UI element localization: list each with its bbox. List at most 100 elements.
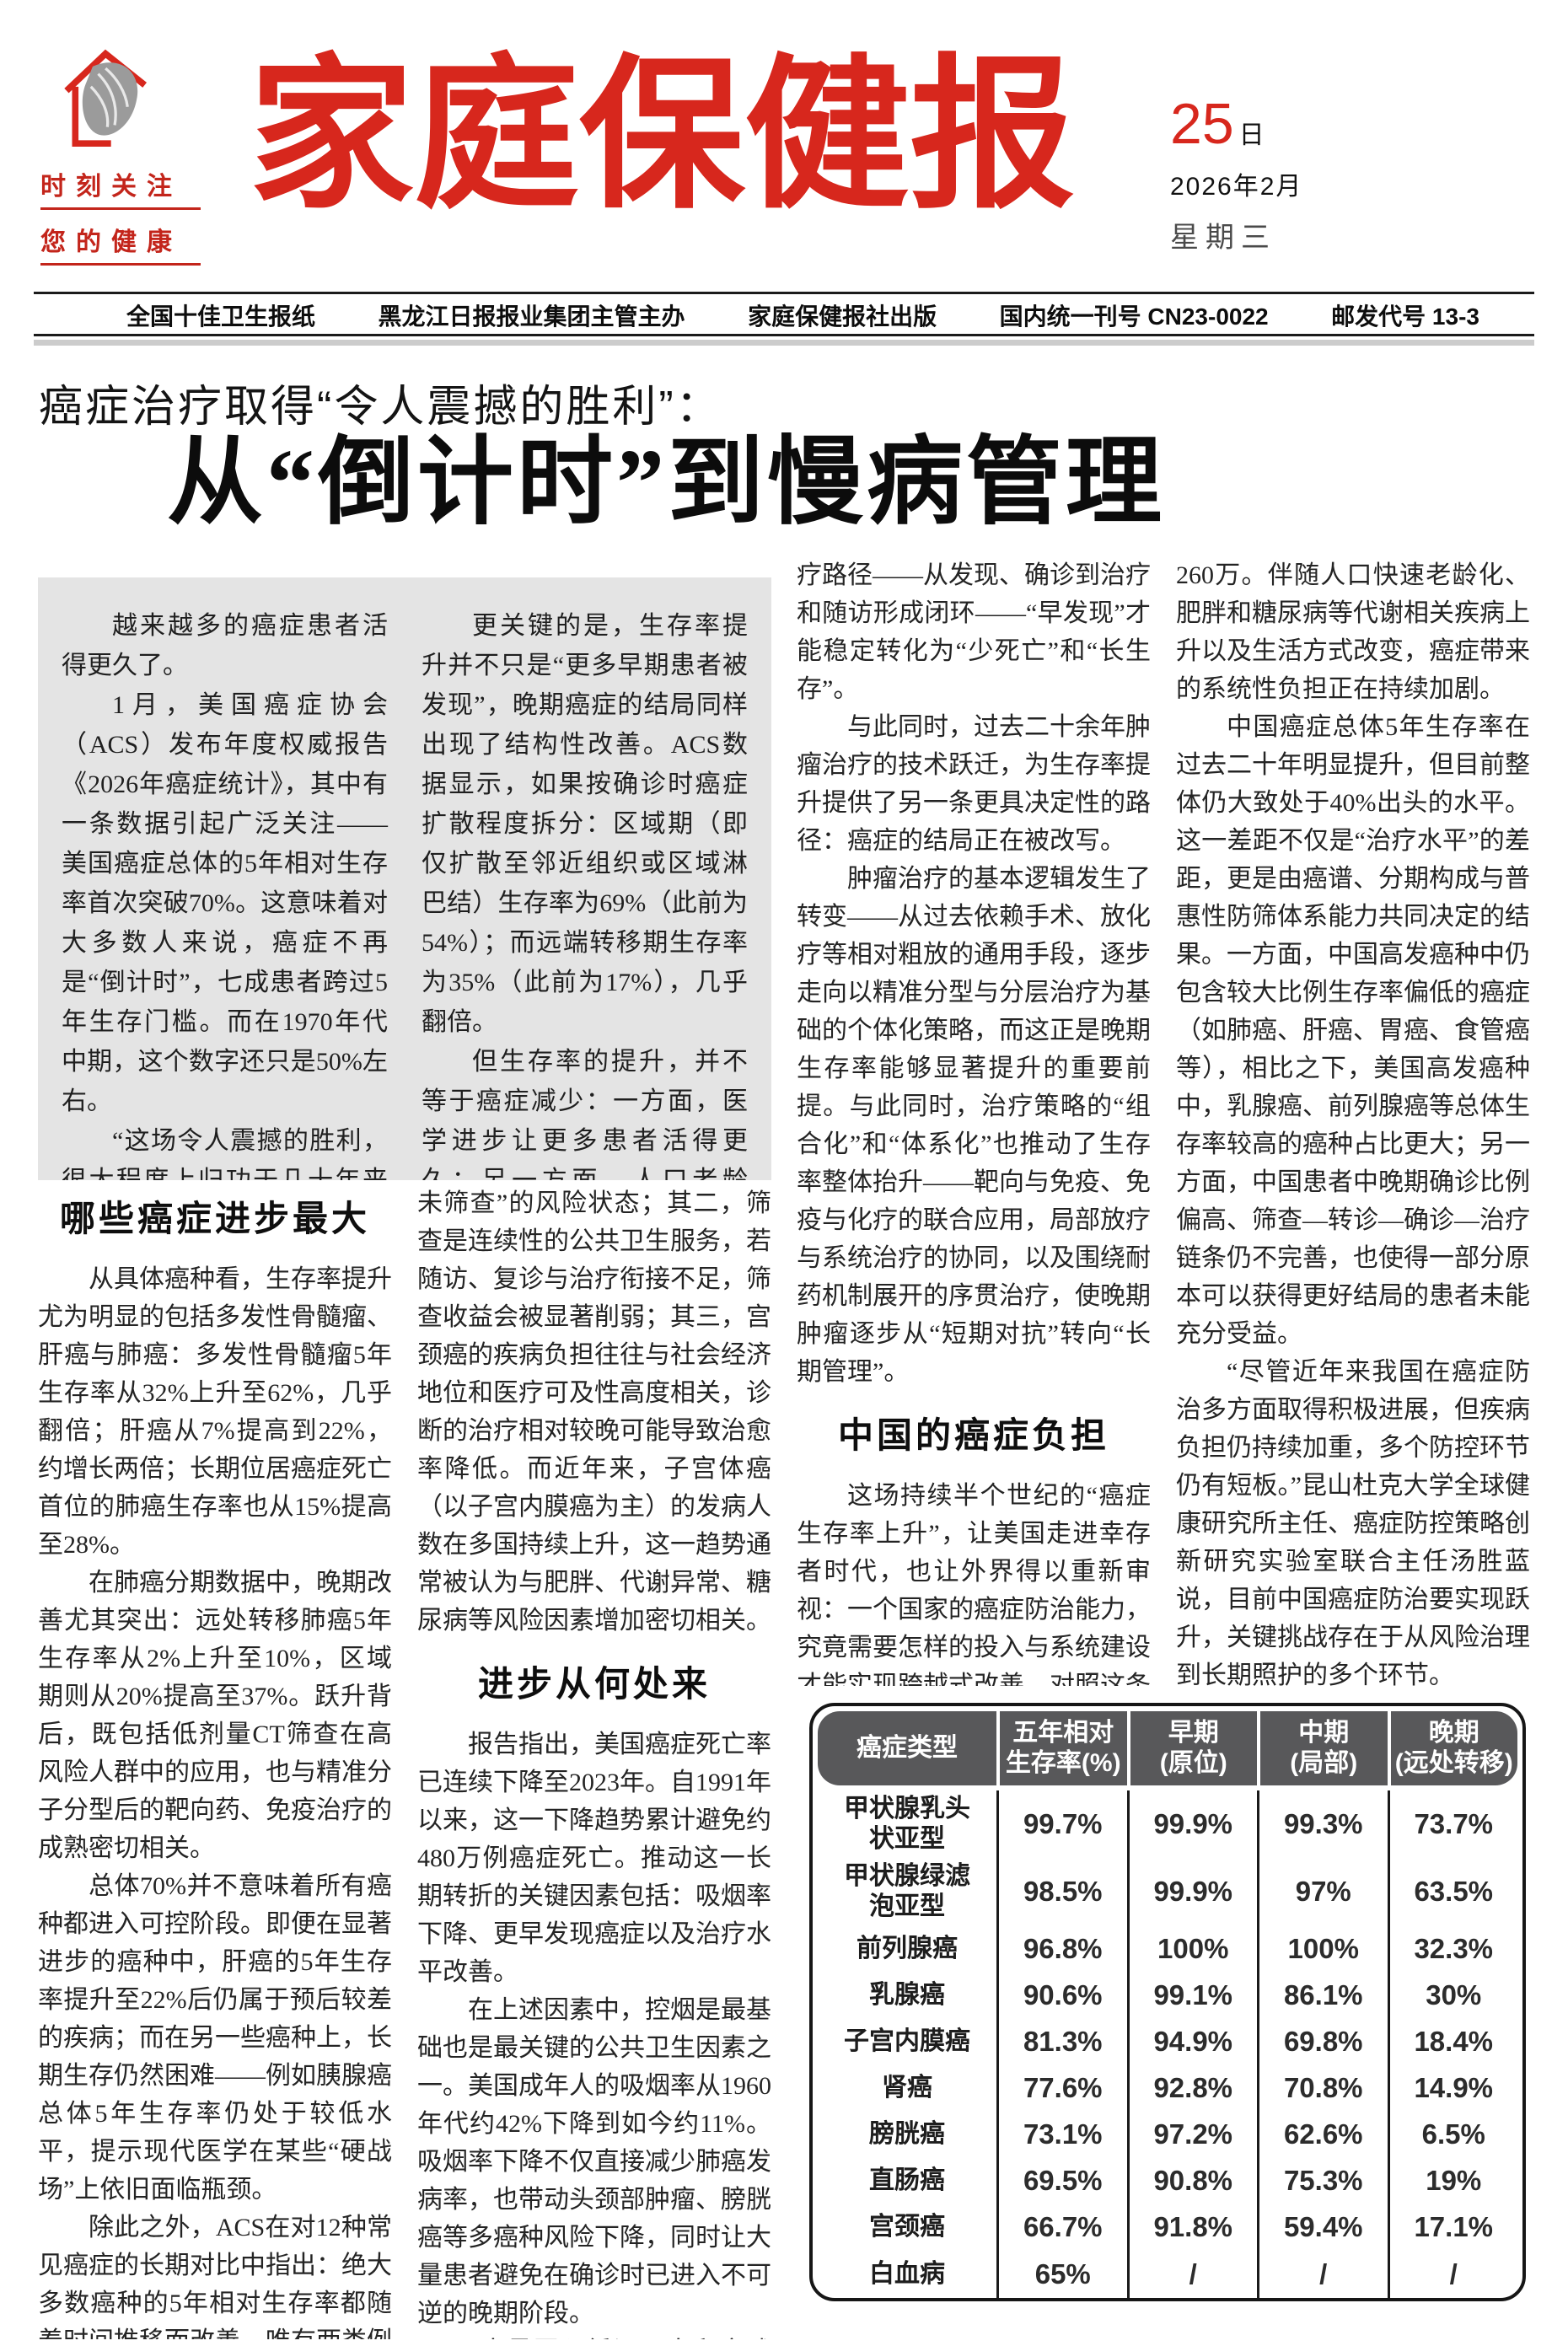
table-cell: 91.8% — [1126, 2204, 1258, 2250]
paragraph: 疗路径——从发现、确诊到治疗和随访形成闭环——“早发现”才能稳定转化为“少死亡”… — [797, 561, 1151, 703]
table-cell: 17.1% — [1387, 2204, 1518, 2250]
table-cell: 65% — [996, 2250, 1127, 2298]
table-cell: 92.8% — [1126, 2064, 1258, 2111]
column-4: 260万。伴随人口快速老龄化、肥胖和糖尿病等代谢相关疾病上升以及生活方式改变，癌… — [1176, 556, 1530, 1686]
table-row-name: 前列腺癌 — [856, 1934, 958, 1962]
paragraph: 除此之外，ACS在对12种常见癌症的长期对比中指出：绝大多数癌种的5年相对生存率… — [38, 2214, 392, 2339]
table-row-name: 白血病 — [869, 2259, 945, 2288]
table-cell: 100% — [1257, 1925, 1388, 1972]
date-year-month: 2026年2月 — [1170, 173, 1303, 201]
table-cell: 14.9% — [1387, 2064, 1518, 2111]
house-leaf-logo-icon — [64, 49, 147, 148]
table-cell: 18.4% — [1387, 2018, 1518, 2064]
paragraph: 但生存率的提升，并不等于癌症减少：一方面，医学进步让更多患者活得更久；另一方面，… — [422, 1048, 748, 1180]
survival-table: 癌症类型 五年相对 生存率(%) 早期 (原位) 中期 (局部) 晚期 (远处转… — [809, 1703, 1526, 2301]
tagline-line-2: 您的健康 — [40, 221, 201, 266]
table-cell: 69.8% — [1257, 2018, 1388, 2064]
table-row-name: 甲状腺绿滤 泡亚型 — [844, 1862, 970, 1920]
info-item-publisher-group: 黑龙江日报报业集团主管主办 — [378, 303, 685, 330]
table-cell: 19% — [1387, 2157, 1518, 2204]
info-item-issn: 国内统一刊号 CN23-0022 — [999, 303, 1269, 330]
paragraph: 这场持续半个世纪的“癌症生存率上升”，让美国走进幸存者时代，也让外界得以重新审视… — [797, 1482, 1151, 1686]
headline-kicker: 癌症治疗取得“令人震撼的胜利”： — [39, 383, 722, 432]
divider-bottom — [34, 334, 1534, 336]
paragraph: 中国癌症总体5年生存率在过去二十年明显提升，但目前整体仍大致处于40%出头的水平… — [1176, 713, 1530, 1348]
table-header-cancer-type: 癌症类型 — [818, 1711, 996, 1785]
table-cell: / — [1387, 2250, 1518, 2298]
table-cell: 99.9% — [1126, 1790, 1258, 1858]
table-cell: 30% — [1387, 1972, 1518, 2018]
table-cell: 99.9% — [1126, 1858, 1258, 1925]
paragraph: 1月，美国癌症协会（ACS）发布年度权威报告《2026年癌症统计》，其中有一条数… — [62, 691, 388, 1115]
date-day-line: 25 日 — [1170, 91, 1364, 157]
date-day: 25 — [1170, 92, 1234, 156]
table-row-name: 宫颈癌 — [869, 2212, 945, 2241]
table-header-5yr-rate: 五年相对 生存率(%) — [996, 1711, 1127, 1785]
table-cell: / — [1257, 2250, 1388, 2298]
paragraph: 未筛查”的风险状态；其二，筛查是连续性的公共卫生服务，若随访、复诊与治疗衔接不足… — [417, 1189, 771, 1635]
table-header-late: 晚期 (远处转移) — [1387, 1711, 1517, 1785]
table-cell: 75.3% — [1257, 2157, 1388, 2204]
divider-top — [34, 292, 1534, 294]
column-2: 未筛查”的风险状态；其二，筛查是连续性的公共卫生服务，若随访、复诊与治疗衔接不足… — [417, 1184, 771, 2339]
paragraph: 越来越多的癌症患者活得更久了。 — [62, 612, 388, 679]
table-row-name: 甲状腺乳头 状亚型 — [844, 1795, 970, 1853]
table-cell: 90.6% — [996, 1972, 1127, 2018]
table-cell: 69.5% — [996, 2157, 1127, 2204]
column-1: 哪些癌症进步最大 从具体癌种看，生存率提升尤为明显的包括多发性骨髓瘤、肝癌与肺癌… — [38, 1184, 392, 2339]
paragraph: “尽管近年来我国在癌症防治多方面取得积极进展，但疾病负担仍持续加重，多个防控环节… — [1176, 1358, 1530, 1686]
paragraph: 肿瘤治疗的基本逻辑发生了转变——从过去依赖手术、放化疗等相对粗放的通用手段，逐步… — [797, 865, 1151, 1386]
table-cell: 63.5% — [1387, 1858, 1518, 1925]
paragraph: “这场令人震撼的胜利，很大程度上归功于几十年来的癌症研究——这些研究为临床医生提… — [62, 1127, 388, 1180]
table-cell: 77.6% — [996, 2064, 1127, 2111]
paragraph: 从具体癌种看，生存率提升尤为明显的包括多发性骨髓瘤、肝癌与肺癌：多发性骨髓瘤5年… — [38, 1265, 392, 1560]
info-item-postal-code: 邮发代号 13-3 — [1331, 303, 1479, 330]
info-bar: 全国十佳卫生报纸 黑龙江日报报业集团主管主办 家庭保健报社出版 国内统一刊号 C… — [126, 298, 1479, 332]
lead-highlight-box: 越来越多的癌症患者活得更久了。 1月，美国癌症协会（ACS）发布年度权威报告《2… — [38, 577, 771, 1180]
date-weekday: 星期三 — [1170, 222, 1276, 254]
table-cell: 99.7% — [996, 1790, 1127, 1858]
table-cell: 59.4% — [1257, 2204, 1388, 2250]
paragraph: 报告指出，美国癌症死亡率已连续下降至2023年。自1991年以来，这一下降趋势累… — [417, 1731, 771, 1987]
paper-title: 家庭保健报 — [248, 46, 1075, 228]
paragraph: 与此同时，过去二十余年肿瘤治疗的技术跃迁，为生存率提升提供了另一条更具决定性的路… — [797, 713, 1151, 855]
table-row-name: 肾癌 — [882, 2073, 932, 2102]
table-row-name: 膀胱癌 — [869, 2119, 945, 2148]
table-cell: 70.8% — [1257, 2064, 1388, 2111]
table-cell: / — [1126, 2250, 1258, 2298]
table-cell: 97% — [1257, 1858, 1388, 1925]
lead-column-1: 越来越多的癌症患者活得更久了。 1月，美国癌症协会（ACS）发布年度权威报告《2… — [62, 606, 388, 1180]
tagline-line-1: 时刻关注 — [40, 165, 201, 210]
table-row-name: 子宫内膜癌 — [844, 2027, 970, 2055]
date-block: 25 日 2026年2月 星期三 — [1170, 91, 1364, 255]
paragraph: 更关键的是，生存率提升并不只是“更多早期患者被发现”，晚期癌症的结局同样出现了结… — [422, 612, 748, 1036]
table-cell: 98.5% — [996, 1858, 1127, 1925]
paragraph: 在肺癌分期数据中，晚期改善尤其突出：远处转移肺癌5年生存率从2%上升至10%，区… — [38, 1569, 392, 1863]
table-cell: 90.8% — [1126, 2157, 1258, 2204]
table-header-mid: 中期 (局部) — [1257, 1711, 1388, 1785]
table-cell: 73.7% — [1387, 1790, 1518, 1858]
table-cell: 66.7% — [996, 2204, 1127, 2250]
info-item-press: 家庭保健报社出版 — [748, 303, 937, 330]
main-headline: 从“倒计时”到慢病管理 — [166, 429, 1165, 536]
date-day-suffix: 日 — [1238, 121, 1265, 149]
paragraph: 260万。伴随人口快速老龄化、肥胖和糖尿病等代谢相关疾病上升以及生活方式改变，癌… — [1176, 561, 1530, 703]
masthead-tagline: 时刻关注 您的健康 — [40, 165, 201, 276]
divider-gray — [34, 340, 1534, 346]
lead-column-2: 更关键的是，生存率提升并不只是“更多早期患者被发现”，晚期癌症的结局同样出现了结… — [422, 606, 748, 1180]
table-row-name: 直肠癌 — [869, 2166, 945, 2194]
info-item-award: 全国十佳卫生报纸 — [126, 303, 316, 330]
table-cell: 86.1% — [1257, 1972, 1388, 2018]
paragraph: “大量国际循证研究和实践经验表明，通过适宜的筛查手段实现早期诊断与治疗，可显著降… — [417, 2333, 771, 2339]
table-cell: 100% — [1126, 1925, 1258, 1972]
table-cell: 6.5% — [1387, 2111, 1518, 2157]
table-cell: 32.3% — [1387, 1925, 1518, 1972]
table-header-early: 早期 (原位) — [1126, 1711, 1257, 1785]
section-heading-china: 中国的癌症负担 — [837, 1415, 1109, 1455]
table-cell: 99.1% — [1126, 1972, 1258, 2018]
paragraph: 总体70%并不意味着所有癌种都进入可控阶段。即便在显著进步的癌种中，肝癌的5年生… — [38, 1872, 392, 2204]
table-cell: 96.8% — [996, 1925, 1127, 1972]
table-row-name: 乳腺癌 — [869, 1980, 945, 2009]
table-cell: 73.1% — [996, 2111, 1127, 2157]
